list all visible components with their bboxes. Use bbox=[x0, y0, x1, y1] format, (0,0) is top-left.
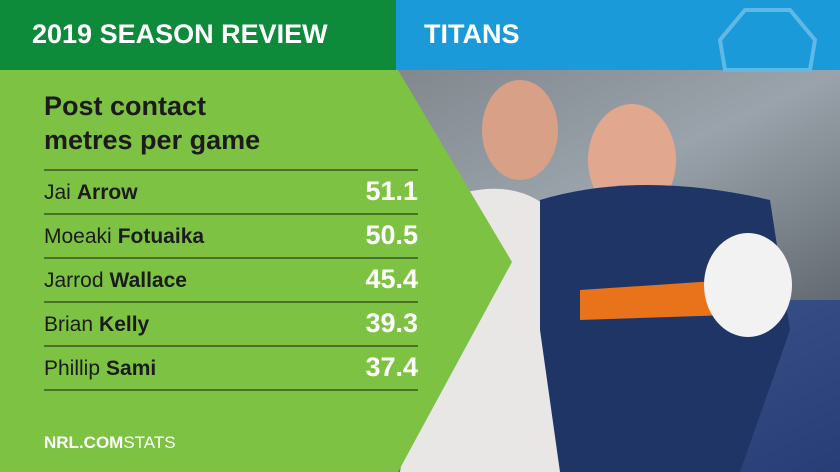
surname: Sami bbox=[106, 357, 156, 380]
footer: NRL.COMSTATS bbox=[44, 433, 176, 452]
header-title: 2019 SEASON REVIEW bbox=[32, 19, 328, 49]
surname: Kelly bbox=[99, 313, 150, 336]
surname: Fotuaika bbox=[118, 225, 205, 248]
player-name: Jai Arrow bbox=[44, 181, 138, 204]
stat-value: 50.5 bbox=[365, 220, 418, 250]
header-left bbox=[0, 0, 396, 70]
first-name: Brian bbox=[44, 313, 93, 336]
surname: Arrow bbox=[77, 181, 138, 204]
player-name: Phillip Sami bbox=[44, 357, 156, 380]
stat-value: 39.3 bbox=[365, 308, 418, 338]
footer-brand: NRL.COM bbox=[44, 433, 123, 452]
first-name: Moeaki bbox=[44, 225, 112, 248]
stat-title: metres per game bbox=[44, 125, 260, 155]
stat-title: Post contact bbox=[44, 91, 206, 121]
player-name: Brian Kelly bbox=[44, 313, 150, 336]
surname: Wallace bbox=[110, 269, 187, 292]
player-name: Jarrod Wallace bbox=[44, 269, 187, 292]
player-name: Moeaki Fotuaika bbox=[44, 225, 204, 248]
stat-value: 51.1 bbox=[365, 176, 418, 206]
first-name: Phillip bbox=[44, 357, 100, 380]
stat-value: 37.4 bbox=[365, 352, 418, 382]
team-name: TITANS bbox=[424, 19, 520, 49]
first-name: Jai bbox=[44, 181, 71, 204]
team-logo bbox=[717, 8, 818, 72]
stat-value: 45.4 bbox=[365, 264, 418, 294]
footer-suffix: STATS bbox=[123, 433, 175, 452]
table: Jai Arrow 51.1 Moeaki Fotuaika 50.5 Jarrod Wall… bbox=[44, 169, 418, 391]
player-back-head bbox=[482, 80, 558, 180]
first-name: Jarrod bbox=[44, 269, 104, 292]
jersey-stripe bbox=[580, 280, 730, 320]
football bbox=[704, 233, 792, 337]
